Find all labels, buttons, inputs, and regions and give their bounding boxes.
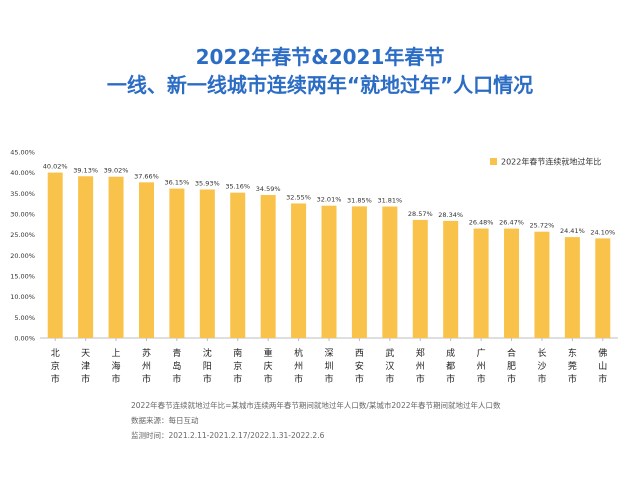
- x-tick-label: 上海市: [112, 348, 121, 385]
- x-tick-label: 重庆市: [264, 347, 273, 385]
- y-tick-label: 40.00%: [10, 169, 35, 177]
- y-tick-label: 10.00%: [10, 293, 35, 301]
- bar: [382, 206, 398, 338]
- x-tick-label: 沈阳市: [203, 347, 212, 385]
- chart-notes: 2022年春节连续就地过年比=某城市连续两年春节期间就地过年人口数/某城市202…: [131, 398, 500, 443]
- y-tick-label: 25.00%: [10, 231, 35, 239]
- x-tick-label: 北京市: [51, 348, 60, 385]
- bar: [412, 219, 428, 338]
- y-tick-label: 45.00%: [10, 149, 35, 157]
- x-tick-label: 深圳市: [324, 348, 333, 385]
- y-tick-label: 30.00%: [10, 211, 35, 219]
- bar-value-label: 31.85%: [347, 196, 372, 204]
- x-tick-label: 合肥市: [507, 347, 516, 385]
- x-tick-label: 佛山市: [598, 347, 607, 385]
- x-tick-label: 长沙市: [537, 347, 546, 385]
- x-tick-label: 天津市: [81, 349, 90, 385]
- bar-value-label: 24.10%: [590, 228, 615, 236]
- bar: [47, 172, 63, 338]
- bar: [321, 205, 337, 338]
- bar-value-label: 39.02%: [104, 167, 129, 175]
- bar-value-label: 39.13%: [73, 166, 98, 174]
- bar-value-label: 26.47%: [499, 219, 524, 227]
- bar-value-label: 25.72%: [530, 222, 555, 230]
- bar-value-label: 31.81%: [377, 197, 402, 205]
- bar-value-label: 28.57%: [408, 210, 433, 218]
- bar-value-label: 36.15%: [164, 179, 189, 187]
- bar: [199, 189, 215, 338]
- legend-swatch: [490, 158, 497, 165]
- bar: [534, 231, 550, 338]
- y-tick-label: 20.00%: [10, 252, 35, 260]
- bar: [473, 228, 489, 338]
- bar: [291, 203, 307, 338]
- bar: [230, 192, 246, 338]
- legend-label: 2022年春节连续就地过年比: [501, 157, 601, 167]
- bar: [78, 176, 94, 338]
- bar-value-label: 35.16%: [225, 183, 250, 191]
- bar: [564, 237, 580, 338]
- x-tick-label: 广州市: [477, 347, 486, 385]
- period-note: 监测时间：2021.2.11-2021.2.17/2022.1.31-2022.…: [131, 431, 325, 440]
- bar-value-label: 35.93%: [195, 179, 220, 187]
- bar: [595, 238, 611, 338]
- y-tick-label: 5.00%: [14, 314, 35, 322]
- x-tick-label: 成都市: [446, 347, 455, 385]
- bar-value-label: 34.59%: [256, 185, 281, 193]
- bar: [504, 228, 520, 338]
- x-tick-label: 杭州市: [294, 347, 303, 385]
- y-tick-label: 15.00%: [10, 273, 35, 281]
- chart-title-line-2: 一线、新一线城市连续两年“就地过年”人口情况: [106, 73, 534, 97]
- y-tick-label: 35.00%: [10, 190, 35, 198]
- bar: [443, 220, 459, 338]
- x-tick-label: 青岛市: [172, 347, 181, 385]
- definition-note: 2022年春节连续就地过年比=某城市连续两年春节期间就地过年人口数/某城市202…: [131, 401, 501, 410]
- source-note: 数据来源：每日互动: [131, 416, 199, 425]
- chart-title-line-1: 2022年春节&2021年春节: [195, 45, 445, 69]
- bar-value-label: 40.02%: [43, 163, 68, 171]
- bar: [351, 206, 367, 338]
- bar-value-label: 26.48%: [469, 219, 494, 227]
- bar-value-label: 32.55%: [286, 193, 311, 201]
- bar: [138, 182, 154, 338]
- bar-value-label: 37.66%: [134, 172, 159, 180]
- x-tick-label: 苏州市: [142, 347, 151, 385]
- x-tick-label: 东莞市: [568, 347, 577, 385]
- x-tick-label: 郑州市: [416, 347, 425, 385]
- x-tick-label: 南京市: [233, 347, 242, 385]
- bar: [108, 176, 124, 338]
- bar-value-label: 24.41%: [560, 227, 585, 235]
- x-tick-label: 武汉市: [385, 347, 394, 385]
- y-tick-label: 0.00%: [14, 335, 35, 343]
- bar: [260, 195, 276, 338]
- x-tick-label: 西安市: [355, 348, 364, 385]
- bar: [169, 188, 185, 338]
- bar-value-label: 32.01%: [317, 196, 342, 204]
- bar-value-label: 28.34%: [438, 211, 463, 219]
